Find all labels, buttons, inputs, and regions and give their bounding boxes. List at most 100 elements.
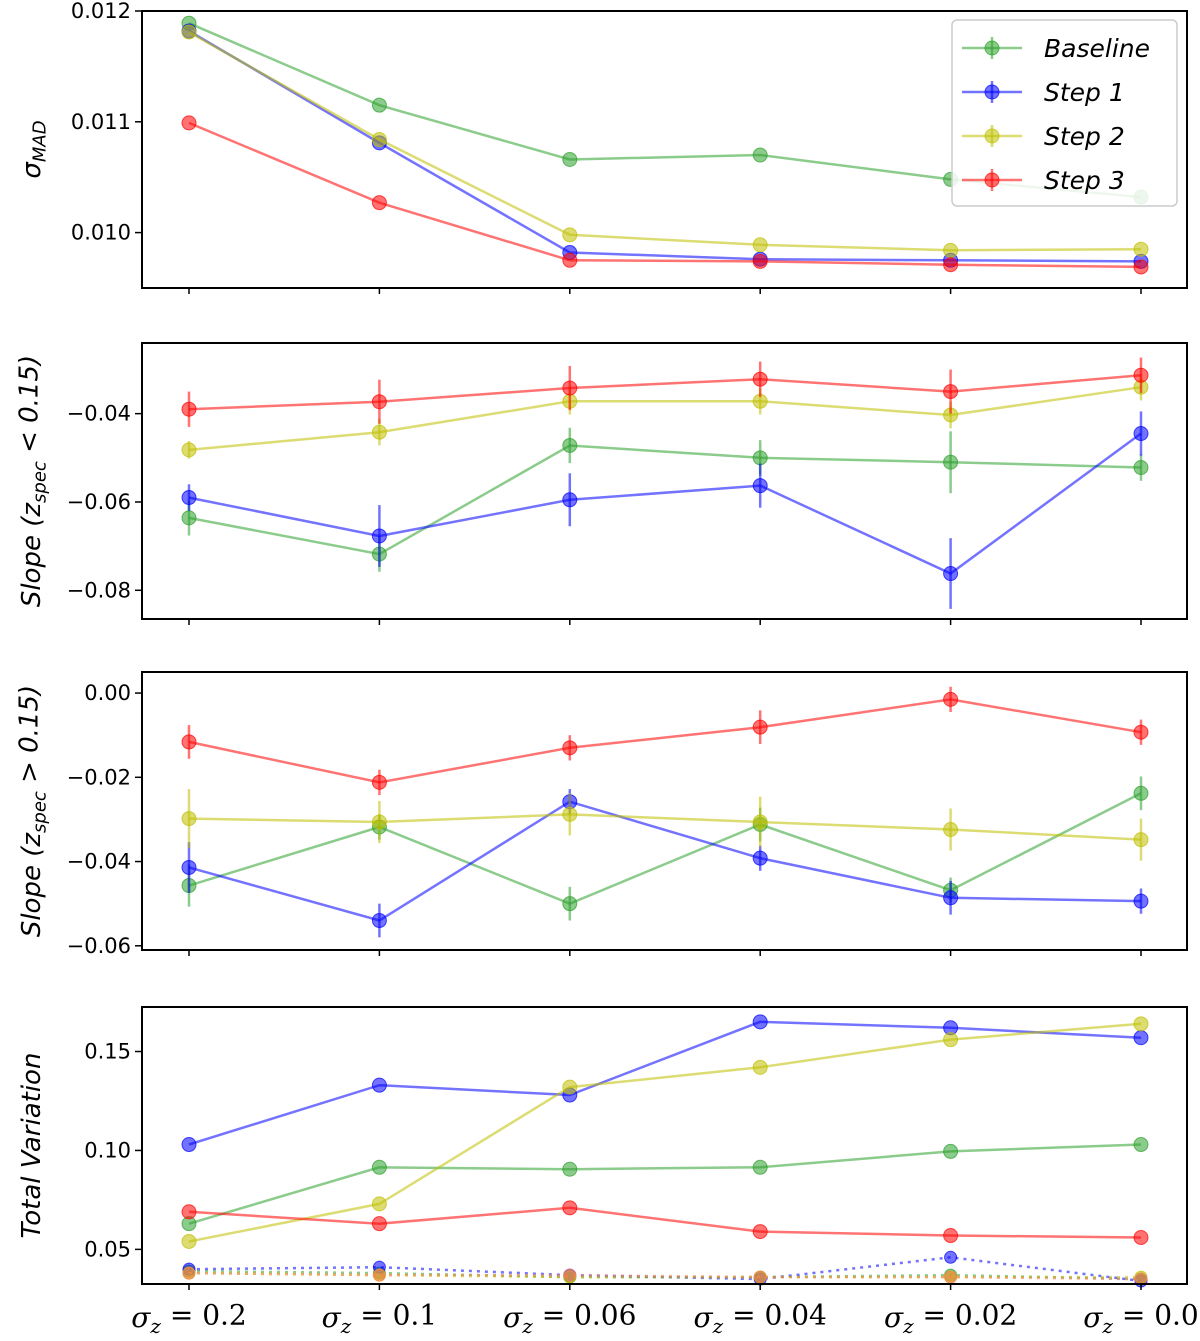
- data-point: [1133, 460, 1149, 476]
- data-point: [562, 806, 578, 822]
- series-step-2: [181, 1016, 1149, 1249]
- y-tick-label: −0.04: [67, 850, 131, 874]
- data-point: [1133, 1030, 1149, 1046]
- series-line: [188, 444, 1142, 556]
- y-tick-label: −0.08: [67, 578, 131, 602]
- data-point: [562, 492, 578, 508]
- data-point: [371, 814, 387, 830]
- data-point: [752, 1014, 768, 1030]
- data-point: [371, 1196, 387, 1212]
- data-point: [371, 1216, 387, 1232]
- y-tick-label: −0.02: [67, 765, 131, 789]
- y-axis-label: Slope (zspec < 0.15): [15, 355, 51, 607]
- series-line: [188, 385, 1142, 452]
- data-point: [1133, 724, 1149, 740]
- data-point: [753, 1270, 767, 1284]
- data-point: [371, 1077, 387, 1093]
- data-point: [181, 811, 197, 827]
- legend-marker: [984, 84, 1000, 100]
- data-point: [562, 1200, 578, 1216]
- series-line: [188, 1271, 1142, 1281]
- series-step-3: [181, 115, 1149, 275]
- data-point: [752, 147, 768, 163]
- data-point: [562, 151, 578, 167]
- series-step-1-dotted: [182, 1250, 1148, 1288]
- series-line: [188, 121, 1142, 269]
- series-line: [188, 373, 1142, 411]
- series-line: [188, 813, 1142, 841]
- data-point: [752, 371, 768, 387]
- legend: Baseline Step 1 Step 2 Step 3: [951, 19, 1178, 207]
- data-point: [752, 1159, 768, 1175]
- axes-frame: [141, 342, 1188, 620]
- data-point: [562, 227, 578, 243]
- y-tick-label: 0.00: [84, 681, 131, 705]
- data-point: [181, 490, 197, 506]
- axes-frame: [141, 671, 1188, 951]
- data-point: [943, 890, 959, 906]
- x-tick-label: σz = 0.2: [131, 1299, 246, 1338]
- series-step-2: [181, 789, 1149, 861]
- data-point: [752, 1224, 768, 1240]
- x-tick-label: σz = 0.04: [694, 1299, 827, 1338]
- legend-marker: [984, 172, 1000, 188]
- y-tick-label: 0.012: [71, 0, 131, 23]
- series-line: [188, 800, 1142, 922]
- y-tick-label: 0.05: [84, 1237, 131, 1261]
- legend-label: Step 3: [1044, 166, 1125, 195]
- data-point: [371, 132, 387, 148]
- y-axis-label: Slope (zspec > 0.15): [15, 685, 51, 937]
- axes-frame: [141, 1006, 1188, 1285]
- legend-marker: [984, 128, 1000, 144]
- legend-marker: [984, 40, 1000, 56]
- data-point: [943, 1143, 959, 1159]
- data-point: [943, 1228, 959, 1244]
- data-point: [752, 237, 768, 253]
- series-step-3: [181, 1200, 1149, 1246]
- data-point: [181, 24, 197, 40]
- data-point: [943, 691, 959, 707]
- data-point: [181, 510, 197, 526]
- data-point: [944, 1270, 958, 1284]
- data-point: [181, 1233, 197, 1249]
- y-tick-label: 0.011: [71, 110, 131, 134]
- series-step-1: [181, 1014, 1149, 1153]
- data-point: [371, 394, 387, 410]
- y-tick-label: 0.15: [84, 1040, 131, 1064]
- data-point: [563, 1268, 577, 1282]
- data-point: [1133, 1137, 1149, 1153]
- data-point: [943, 384, 959, 400]
- y-tick-label: −0.06: [67, 934, 131, 958]
- data-point: [562, 1079, 578, 1095]
- y-tick-label: 0.10: [84, 1138, 131, 1162]
- series-step-1: [181, 411, 1149, 609]
- series-line: [188, 1269, 1142, 1281]
- data-point: [943, 454, 959, 470]
- data-point: [371, 774, 387, 790]
- series-line: [188, 29, 1142, 263]
- series-line: [188, 792, 1142, 906]
- data-point: [752, 1059, 768, 1075]
- data-point: [372, 1268, 386, 1282]
- series-step-2: [181, 24, 1149, 258]
- series-step-3: [181, 357, 1149, 427]
- data-point: [562, 896, 578, 912]
- legend-label: Baseline: [1044, 34, 1150, 63]
- y-axis-label: Total Variation: [17, 1053, 47, 1239]
- legend-entry-step-1: Step 1: [962, 78, 1125, 107]
- x-tick-label: σz = 0.1: [322, 1299, 437, 1338]
- data-point: [752, 850, 768, 866]
- legend-box: [951, 19, 1178, 207]
- data-point: [371, 97, 387, 113]
- panel-total-variation: 0.05 0.10 0.15 Total Variation σz = 0.2 σz = …: [17, 1006, 1199, 1338]
- panel-slope-low: −0.08 −0.06 −0.04 Slope (zspec < 0.15): [15, 342, 1188, 625]
- data-point: [371, 195, 387, 211]
- data-point: [1133, 1230, 1149, 1246]
- data-point: [943, 566, 959, 582]
- x-tick-label: σz = 0.0: [1083, 1299, 1198, 1338]
- series-line: [188, 432, 1142, 575]
- data-point: [371, 913, 387, 929]
- data-point: [1133, 832, 1149, 848]
- data-point: [562, 437, 578, 453]
